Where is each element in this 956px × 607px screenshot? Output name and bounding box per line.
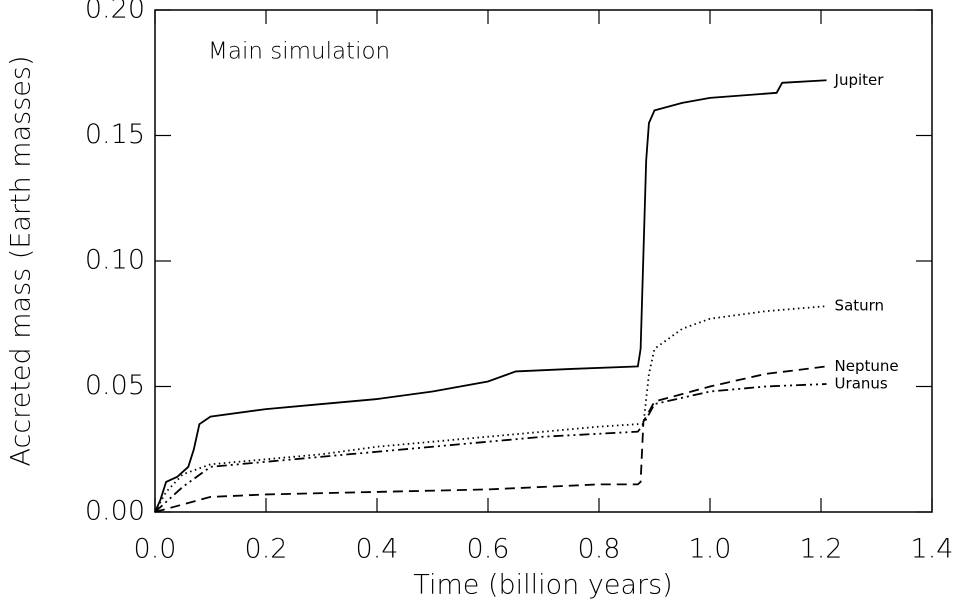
x-tick-label: 1.4 [911, 534, 954, 565]
series-label: Uranus [835, 374, 888, 392]
y-tick-label: 0.10 [85, 245, 145, 276]
plot-frame [154, 9, 933, 513]
y-axis-title: Accreted mass (Earth masses) [6, 56, 37, 467]
x-tick-label: 1.0 [689, 534, 732, 565]
x-axis-title: Time (billion years) [413, 570, 672, 601]
series-label: Saturn [835, 297, 885, 315]
x-tick-label: 0.0 [134, 534, 177, 565]
series-line [154, 383, 827, 513]
y-tick-label: 0.05 [85, 370, 145, 401]
series-line [154, 305, 827, 513]
y-tick-label: 0.00 [85, 496, 145, 527]
x-tick-label: 0.6 [467, 534, 510, 565]
series-line [154, 365, 827, 513]
x-tick-label: 0.8 [578, 534, 621, 565]
y-tick-label: 0.20 [85, 0, 145, 25]
x-tick-label: 0.2 [245, 534, 288, 565]
x-tick-label: 1.2 [800, 534, 843, 565]
series-line [154, 79, 827, 513]
y-tick-label: 0.15 [85, 119, 145, 150]
series-label: Jupiter [834, 71, 885, 89]
annotation: Main simulation [208, 39, 390, 65]
x-tick-label: 0.4 [356, 534, 399, 565]
series-label: Neptune [835, 357, 899, 375]
